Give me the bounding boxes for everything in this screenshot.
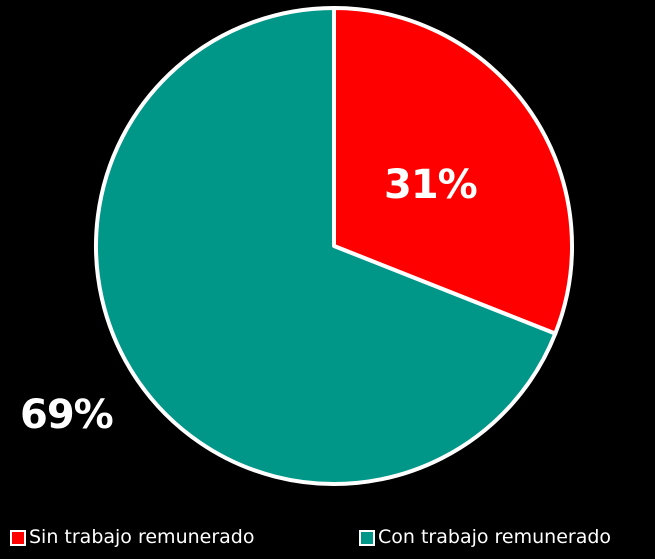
legend-item-sin-trabajo: Sin trabajo remunerado [10, 528, 254, 547]
slice-label-con-trabajo: 69% [20, 392, 114, 438]
pie-slice-con-trabajo [94, 6, 558, 486]
slice-label-sin-trabajo: 31% [384, 162, 478, 208]
legend: Sin trabajo remunerado Con trabajo remun… [0, 528, 655, 555]
legend-swatch-con-trabajo [359, 529, 375, 546]
legend-label-sin-trabajo: Sin trabajo remunerado [29, 526, 255, 548]
legend-item-con-trabajo: Con trabajo remunerado [359, 528, 611, 547]
legend-swatch-sin-trabajo [10, 529, 26, 546]
legend-label-con-trabajo: Con trabajo remunerado [378, 526, 612, 548]
pie-slice-sin-trabajo [332, 6, 574, 336]
